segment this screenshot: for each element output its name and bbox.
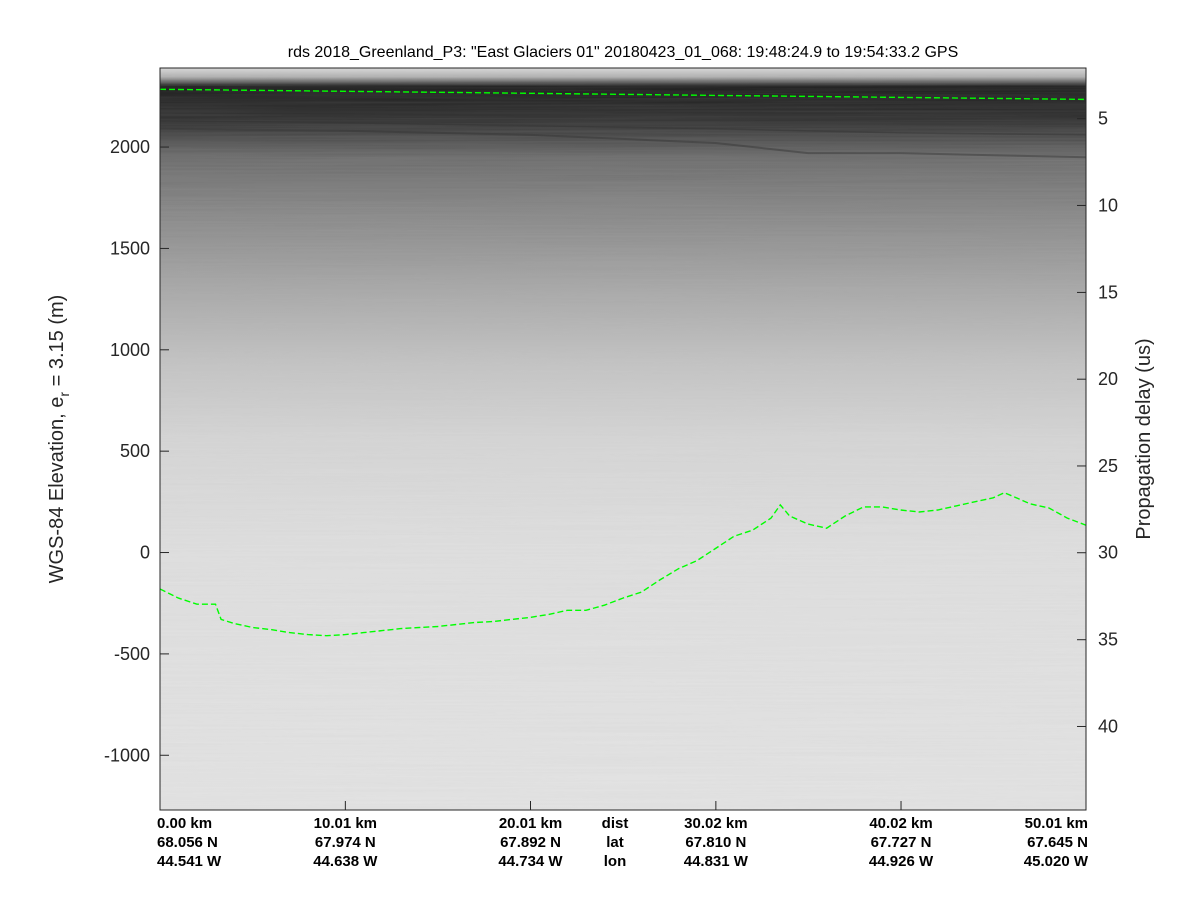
left-tick-label-6: 2000 bbox=[110, 137, 150, 157]
bottom-dist-value-4: 40.02 km bbox=[869, 815, 932, 832]
bottom-dist-value-5: 50.01 km bbox=[1025, 815, 1088, 832]
left-axis-title-subscript: r bbox=[56, 392, 72, 397]
right-tick-label-5: 30 bbox=[1098, 543, 1118, 563]
echogram-texture bbox=[160, 68, 1086, 810]
picked-layers bbox=[160, 88, 1086, 637]
left-axis-title: WGS-84 Elevation, er = 3.15 (m) bbox=[46, 295, 72, 584]
right-tick-label-2: 15 bbox=[1098, 282, 1118, 302]
bottom-lat-value-5: 67.645 N bbox=[1027, 834, 1088, 851]
series-line-0 bbox=[160, 88, 1086, 101]
series-line-1 bbox=[160, 491, 1086, 637]
left-tick-label-5: 1500 bbox=[110, 238, 150, 258]
plot-area bbox=[160, 68, 1086, 810]
right-tick-label-3: 20 bbox=[1098, 369, 1118, 389]
internal-layer-0 bbox=[160, 127, 1086, 159]
left-axis-title-suffix: = 3.15 (m) bbox=[46, 295, 68, 392]
left-tick-label-3: 500 bbox=[120, 441, 150, 461]
bottom-dist-value-0: 0.00 km bbox=[157, 815, 212, 832]
left-tick-label-0: -1000 bbox=[104, 745, 150, 765]
plot-frame bbox=[159, 67, 1087, 811]
left-axis-ticks: -1000 -500 0 500 1000 1500 2000 bbox=[104, 137, 169, 765]
bottom-lon-value-1: 44.638 W bbox=[313, 853, 378, 870]
left-axis-title-main: WGS-84 Elevation, e bbox=[46, 397, 68, 584]
bottom-lon-value-2: 44.734 W bbox=[498, 853, 563, 870]
bottom-dist-value-1: 10.01 km bbox=[314, 815, 377, 832]
right-tick-label-1: 10 bbox=[1098, 195, 1118, 215]
bottom-dist-value-3: 30.02 km bbox=[684, 815, 747, 832]
right-axis-title: Propagation delay (us) bbox=[1133, 338, 1155, 539]
bottom-lat-value-2: 67.892 N bbox=[500, 834, 561, 851]
bottom-dist-value-2: 20.01 km bbox=[499, 815, 562, 832]
left-tick-label-4: 1000 bbox=[110, 340, 150, 360]
bottom-lat-value-4: 67.727 N bbox=[871, 834, 932, 851]
bottom-lon-value-0: 44.541 W bbox=[157, 853, 222, 870]
bottom-row-label-lon: lon bbox=[604, 853, 627, 870]
internal-layer-1 bbox=[160, 119, 1086, 136]
bottom-lon-value-5: 45.020 W bbox=[1024, 853, 1089, 870]
bottom-lon-value-4: 44.926 W bbox=[869, 853, 934, 870]
chart-title: rds 2018_Greenland_P3: "East Glaciers 01… bbox=[288, 44, 959, 61]
internal-layers bbox=[160, 119, 1086, 159]
right-tick-label-0: 5 bbox=[1098, 109, 1108, 129]
distance-lat-lon-labels: 0.00 km 10.01 km 20.01 km 30.02 km 40.02 km 5… bbox=[157, 801, 1089, 870]
bottom-lat-value-3: 67.810 N bbox=[685, 834, 746, 851]
right-tick-label-6: 35 bbox=[1098, 630, 1118, 650]
left-tick-label-2: 0 bbox=[140, 543, 150, 563]
bottom-lat-value-1: 67.974 N bbox=[315, 834, 376, 851]
right-axis-ticks: 5 10 15 20 25 30 35 40 bbox=[1077, 109, 1118, 736]
bottom-lat-value-0: 68.056 N bbox=[157, 834, 218, 851]
right-tick-label-4: 25 bbox=[1098, 456, 1118, 476]
right-tick-label-7: 40 bbox=[1098, 716, 1118, 736]
bottom-lon-value-3: 44.831 W bbox=[684, 853, 749, 870]
bottom-row-label-dist: dist bbox=[602, 815, 629, 832]
bottom-row-label-lat: lat bbox=[606, 834, 624, 851]
left-tick-label-1: -500 bbox=[114, 644, 150, 664]
